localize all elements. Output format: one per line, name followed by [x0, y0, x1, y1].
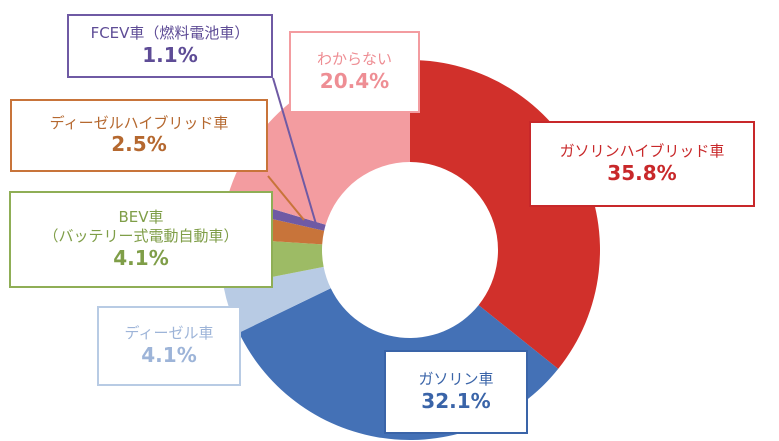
- label-box-bev: BEV車 （バッテリー式電動自動車） 4.1%: [9, 191, 273, 288]
- leader-lines-layer: [267, 77, 317, 225]
- label-value-unknown: 20.4%: [319, 68, 390, 93]
- label-name-gasoline-hybrid: ガソリンハイブリッド車: [559, 142, 725, 161]
- label-name-diesel: ディーゼル車: [124, 324, 214, 343]
- label-box-diesel: ディーゼル車 4.1%: [97, 306, 241, 386]
- label-value-diesel-hybrid: 2.5%: [111, 132, 167, 157]
- label-box-gasoline-hybrid: ガソリンハイブリッド車 35.8%: [529, 121, 755, 207]
- label-box-fcev: FCEV車（燃料電池車） 1.1%: [67, 14, 273, 78]
- slice-gasoline-hybrid: [410, 60, 600, 369]
- label-name-fcev: FCEV車（燃料電池車）: [90, 24, 250, 43]
- label-name-diesel-hybrid: ディーゼルハイブリッド車: [49, 113, 229, 132]
- label-value-diesel: 4.1%: [141, 342, 197, 367]
- label-value-fcev: 1.1%: [142, 42, 198, 67]
- label-name-unknown: わからない: [316, 50, 392, 69]
- label-name-bev: BEV車: [118, 208, 164, 227]
- leader-line-fcev: [272, 77, 317, 225]
- label-name-gasoline: ガソリン車: [418, 370, 494, 389]
- label-name-bev: （バッテリー式電動自動車）: [43, 227, 239, 245]
- leader-line-diesel-hybrid: [267, 175, 305, 221]
- label-value-bev: 4.1%: [113, 245, 169, 270]
- label-box-unknown: わからない 20.4%: [289, 31, 420, 113]
- label-box-diesel-hybrid: ディーゼルハイブリッド車 2.5%: [10, 99, 268, 172]
- label-value-gasoline-hybrid: 35.8%: [607, 160, 677, 185]
- label-box-gasoline: ガソリン車 32.1%: [384, 350, 528, 434]
- label-value-gasoline: 32.1%: [421, 388, 491, 413]
